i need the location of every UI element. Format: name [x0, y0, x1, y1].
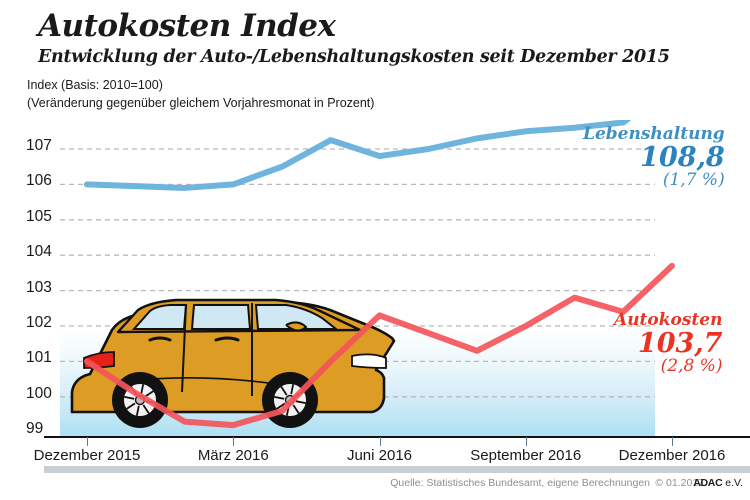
x-axis-label: Dezember 2015 [33, 447, 141, 464]
x-axis-label: Dezember 2016 [618, 447, 726, 464]
brand-adac: ADAC [693, 477, 723, 489]
footer-source: Quelle: Statistisches Bundesamt, eigene … [390, 477, 650, 489]
car-window-rear [131, 304, 188, 330]
car-wheel-spoke [290, 384, 295, 395]
car-windshield [254, 304, 339, 330]
x-axis-tick [233, 437, 235, 446]
car-wheel-spoke [274, 395, 285, 400]
y-axis-label: 104 [26, 243, 52, 261]
x-axis-label: Juni 2016 [346, 447, 413, 464]
car-wheel-spoke [280, 386, 288, 396]
x-axis-tick [87, 437, 88, 446]
series-line-lebenshaltung [84, 120, 632, 191]
series-name-autokosten: Autokosten [614, 310, 723, 330]
series-value-lebenshaltung: 108,8 [640, 142, 725, 173]
car-wheel-spoke [140, 384, 145, 395]
car-wheel-spoke [142, 404, 150, 414]
car-handle-rear [148, 336, 172, 342]
axis-note-basis: Index (Basis: 2010=100) [27, 78, 163, 92]
x-axis-line [44, 436, 750, 438]
car-wheel-spoke [295, 400, 306, 405]
chart-plot-area [0, 120, 750, 440]
series-value-autokosten: 103,7 [637, 328, 723, 359]
x-axis-label: März 2016 [197, 447, 269, 464]
series-line-autokosten [84, 262, 675, 429]
series-label-lebenshaltung: Lebenshaltung 108,8 (1,7 %) [583, 124, 725, 190]
footer-bar [44, 466, 750, 473]
car-wheel-spoke [276, 402, 286, 410]
y-axis-label: 100 [26, 384, 52, 402]
y-axis-label: 102 [26, 314, 52, 331]
series-label-autokosten: Autokosten 103,7 (2,8 %) [614, 310, 722, 376]
car-wheel-spoke [124, 395, 135, 400]
x-axis-tick [525, 437, 527, 446]
car-headlight [351, 353, 387, 369]
car-wheel-spoke [292, 404, 300, 414]
series-delta-lebenshaltung: (1,7 %) [662, 170, 725, 190]
y-axis-label: 106 [26, 172, 52, 190]
series-name-lebenshaltung: Lebenshaltung [583, 124, 725, 144]
page-title: Autokosten Index [38, 8, 336, 44]
footer-brand: ADAC e.V. [693, 477, 743, 489]
footer-copyright: © 01.2017 [655, 477, 704, 489]
y-axis-label: 107 [26, 137, 52, 154]
car-window-mid [190, 304, 252, 330]
y-axis-label: 101 [26, 349, 52, 367]
series-delta-autokosten: (2,8 %) [660, 356, 723, 376]
car-wheel-spoke [144, 390, 154, 398]
brand-suffix: e.V. [722, 477, 743, 489]
car-illustration [70, 298, 396, 428]
car-mirror [285, 321, 308, 332]
x-axis-tick [672, 437, 673, 446]
x-axis-label: September 2016 [470, 447, 582, 464]
axis-note-change: (Veränderung gegenüber gleichem Vorjahre… [27, 96, 375, 110]
car-wheel-spoke [135, 405, 140, 416]
y-axis-label: 103 [26, 278, 52, 296]
chart-canvas [60, 120, 675, 436]
y-axis-label: 105 [26, 207, 52, 225]
y-axis-label: 99 [26, 420, 44, 438]
page-subtitle: Entwicklung der Auto-/Lebenshaltungskost… [38, 47, 670, 67]
x-axis-tick [379, 437, 381, 446]
car-wheel-spoke [126, 402, 136, 410]
car-handle-front [214, 336, 240, 342]
